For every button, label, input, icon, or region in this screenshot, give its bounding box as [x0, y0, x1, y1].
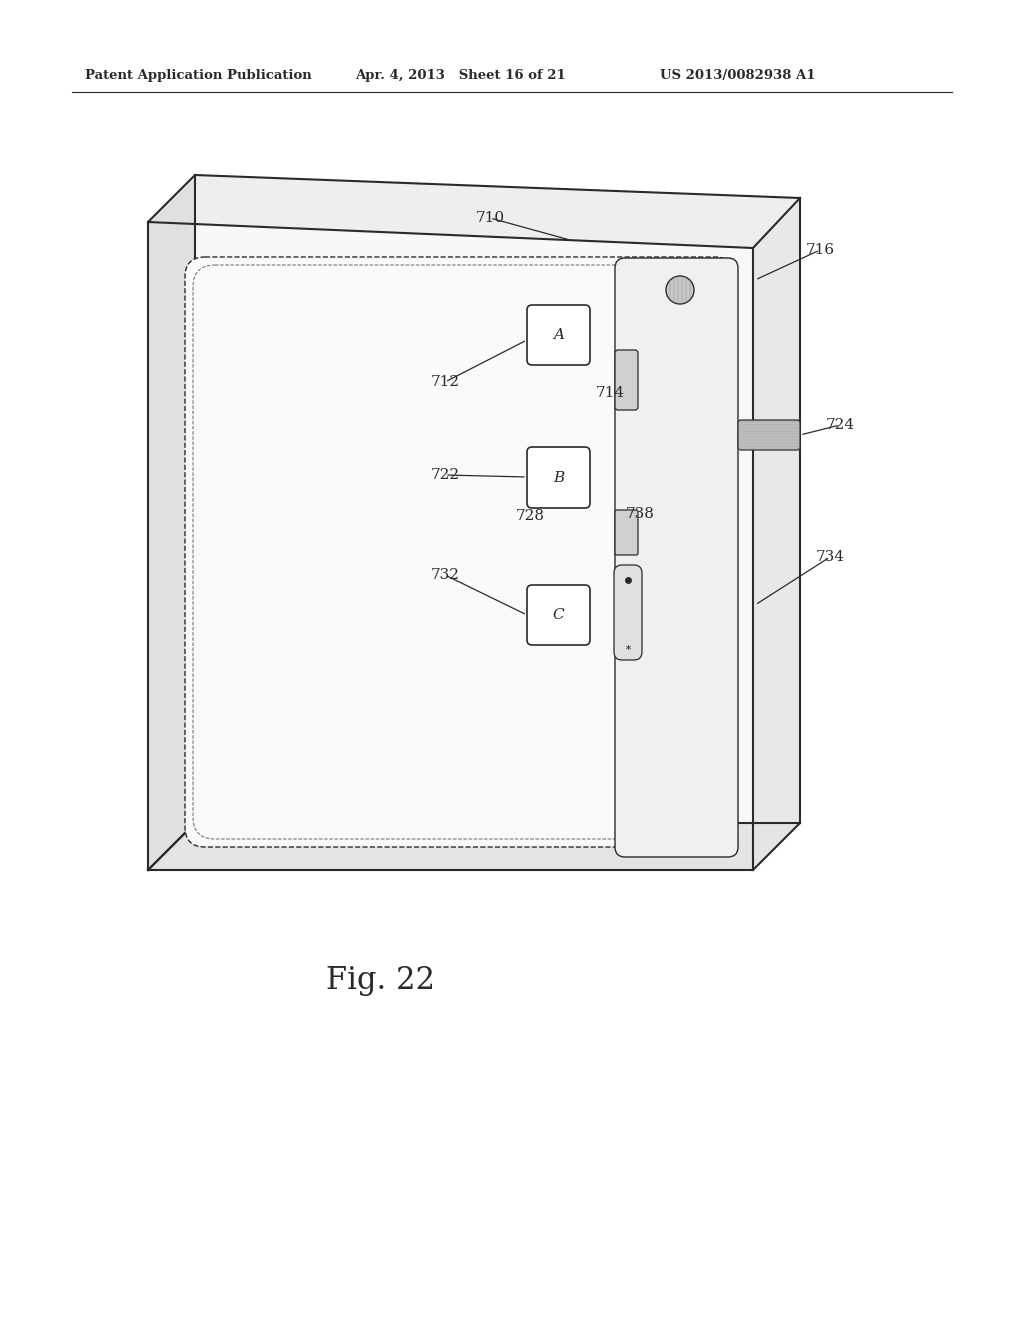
Text: Fig. 22: Fig. 22	[326, 965, 434, 995]
Text: 714: 714	[595, 385, 625, 400]
Text: 732: 732	[430, 568, 460, 582]
Text: 722: 722	[430, 469, 460, 482]
Text: 712: 712	[430, 375, 460, 389]
Text: US 2013/0082938 A1: US 2013/0082938 A1	[660, 69, 815, 82]
FancyBboxPatch shape	[527, 305, 590, 366]
Text: 728: 728	[515, 510, 545, 523]
Text: Apr. 4, 2013   Sheet 16 of 21: Apr. 4, 2013 Sheet 16 of 21	[355, 69, 565, 82]
Text: A: A	[553, 327, 564, 342]
Text: C: C	[553, 609, 564, 622]
Polygon shape	[148, 176, 195, 870]
Text: 724: 724	[825, 418, 855, 432]
Text: 734: 734	[815, 550, 845, 564]
Text: B: B	[553, 470, 564, 484]
FancyBboxPatch shape	[738, 420, 800, 450]
Circle shape	[666, 276, 694, 304]
FancyBboxPatch shape	[615, 510, 638, 554]
Text: 716: 716	[806, 243, 835, 257]
FancyBboxPatch shape	[615, 350, 638, 411]
Text: Patent Application Publication: Patent Application Publication	[85, 69, 311, 82]
FancyBboxPatch shape	[527, 447, 590, 508]
FancyBboxPatch shape	[527, 585, 590, 645]
Polygon shape	[753, 198, 800, 870]
Polygon shape	[148, 222, 753, 870]
FancyBboxPatch shape	[614, 565, 642, 660]
Polygon shape	[148, 176, 800, 248]
Text: ∗: ∗	[625, 644, 632, 652]
Text: 710: 710	[475, 211, 505, 224]
FancyBboxPatch shape	[615, 257, 738, 857]
FancyBboxPatch shape	[185, 257, 735, 847]
Text: 738: 738	[626, 507, 654, 521]
Polygon shape	[148, 822, 800, 870]
